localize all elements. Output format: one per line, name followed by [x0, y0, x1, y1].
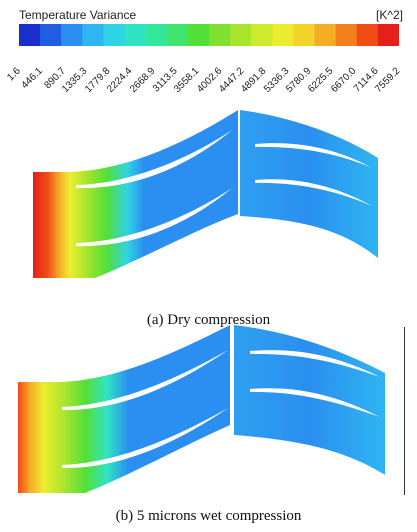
colorbar-segment	[251, 24, 273, 46]
legend-title: Temperature Variance	[19, 8, 137, 22]
colorbar-tick-label: 3113.5	[150, 65, 180, 95]
divider-line	[404, 327, 405, 495]
colorbar-tick-label: 2224.4	[105, 65, 135, 96]
contour-panel-dry	[33, 110, 378, 278]
colorbar-tick-label: 1779.8	[82, 65, 113, 96]
colorbar-segment	[377, 24, 399, 46]
caption-wet: (b) 5 microns wet compression	[115, 508, 302, 524]
colorbar-tick-label: 5780.9	[284, 65, 314, 96]
colorbar-tick-label: 5336.3	[261, 65, 292, 96]
stator-passage	[234, 325, 385, 475]
contour-panel-wet	[18, 325, 405, 495]
colorbar-segment	[103, 24, 126, 46]
colorbar-tick-label: 7559.2	[373, 65, 403, 96]
colorbar-segment	[209, 24, 231, 46]
colorbar-segment	[356, 24, 379, 46]
caption-dry: (a) Dry compression	[146, 312, 271, 328]
stator-blade-upper	[250, 350, 380, 377]
colorbar-tick-label: 6225.5	[306, 65, 336, 96]
stator-blade-lower	[255, 179, 372, 206]
colorbar-segment	[124, 24, 147, 46]
colorbar-tick-label: 7114.6	[351, 65, 381, 95]
colorbar-tick-label: 446.1	[19, 65, 46, 92]
colorbar-tick-label: 4447.2	[217, 65, 247, 96]
colorbar-tick-label: 1335.3	[60, 65, 90, 96]
rotor-passage	[33, 110, 238, 278]
colorbar-segment	[61, 24, 83, 46]
rotor-passage	[18, 325, 230, 493]
colorbar	[19, 24, 399, 46]
colorbar-tick-label: 6670.0	[328, 65, 359, 96]
colorbar-tick-label: 4002.6	[194, 65, 225, 96]
colorbar-segment	[335, 24, 358, 46]
colorbar-segment	[19, 24, 41, 46]
colorbar-segment	[293, 24, 316, 46]
colorbar-segment	[82, 24, 104, 46]
colorbar-segment	[272, 24, 294, 46]
colorbar-tick-label: 1.6	[5, 65, 23, 84]
legend-unit: [K^2]	[376, 8, 403, 22]
stator-blade-lower	[250, 388, 380, 417]
colorbar-tick-label: 3558.1	[172, 65, 202, 96]
colorbar-tick-label: 890.7	[42, 65, 68, 92]
colorbar-tick-label: 2668.9	[127, 65, 158, 96]
colorbar-segment	[40, 24, 62, 46]
colorbar-tick-label: 4891.8	[239, 65, 269, 96]
colorbar-segment	[145, 24, 168, 46]
colorbar-segment	[166, 24, 189, 46]
stator-blade-upper	[255, 143, 372, 168]
colorbar-segment	[314, 24, 337, 46]
colorbar-segment	[187, 24, 210, 46]
colorbar-segment	[230, 24, 252, 46]
